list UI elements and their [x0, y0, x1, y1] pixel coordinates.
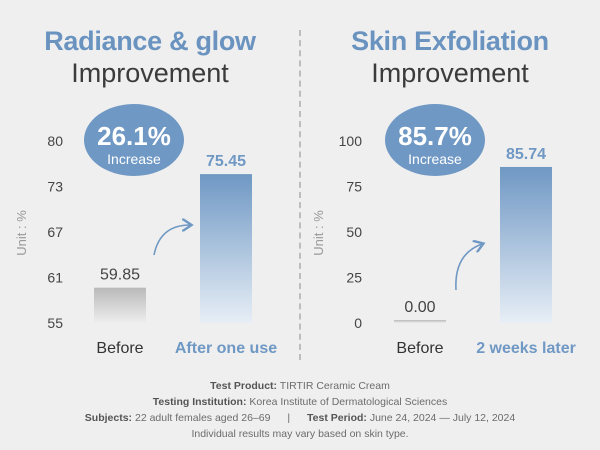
increase-value: 26.1% [97, 121, 171, 151]
footer-institution-line: Testing Institution: Korea Institute of … [0, 394, 600, 410]
footer-period-value: June 24, 2024 — July 12, 2024 [369, 412, 516, 424]
footer-product-value: TIRTIR Ceramic Cream [279, 380, 390, 392]
increase-badge [385, 104, 485, 176]
before-bar [394, 320, 446, 323]
y-tick-label: 25 [346, 270, 362, 286]
footer-subjects-label: Subjects: [84, 412, 133, 424]
footer-product-label: Test Product: [210, 380, 278, 392]
footer-subjects-value: 22 adult females aged 26–69 [134, 412, 271, 424]
y-tick-label: 55 [47, 315, 63, 331]
exfoliation-subtitle: Improvement [371, 58, 529, 88]
radiance-panel: Radiance & glow Improvement 80 73 67 61 55 Un… [0, 0, 300, 370]
category-label: 2 weeks later [476, 340, 576, 357]
footer-product-line: Test Product: TIRTIR Ceramic Cream [0, 378, 600, 394]
trend-arrow [455, 244, 482, 291]
exfoliation-panel: Skin Exfoliation Improvement 100 75 50 25 0 U… [300, 0, 600, 370]
y-tick-label: 50 [346, 224, 362, 240]
increase-label: Increase [107, 151, 161, 167]
footer-subjects-line: Subjects: 22 adult females aged 26–69 | … [0, 410, 600, 426]
radiance-title: Radiance & glow [44, 26, 256, 56]
data-label: 75.45 [206, 153, 246, 170]
radiance-chart: 80 73 67 61 55 Unit : % 59.85 Before 75.45 After … [14, 104, 277, 357]
unit-label: Unit : % [14, 210, 29, 256]
y-tick-label: 73 [47, 179, 63, 195]
footer-disclaimer: Individual results may vary based on ski… [191, 428, 409, 440]
y-tick-label: 67 [47, 224, 63, 240]
panel-divider [299, 30, 301, 360]
exfoliation-title: Skin Exfoliation [351, 26, 549, 56]
footer-institution-value: Korea Institute of Dermatological Scienc… [249, 396, 448, 408]
category-label: Before [96, 340, 143, 357]
y-tick-label: 61 [47, 270, 63, 286]
y-tick-label: 75 [346, 179, 362, 195]
increase-badge [84, 104, 184, 176]
category-label: After one use [175, 340, 277, 357]
data-label: 85.74 [506, 146, 546, 163]
data-label: 0.00 [404, 299, 435, 316]
y-tick-label: 100 [339, 133, 363, 149]
category-label: Before [396, 340, 443, 357]
unit-label: Unit : % [311, 210, 326, 256]
footer-institution-label: Testing Institution: [152, 396, 247, 408]
after-bar [200, 174, 252, 323]
increase-label: Increase [408, 151, 462, 167]
y-tick-label: 0 [354, 315, 362, 331]
footer: Test Product: TIRTIR Ceramic Cream Testi… [0, 378, 600, 442]
data-label: 59.85 [100, 267, 140, 284]
exfoliation-chart: 100 75 50 25 0 Unit : % 0.00 Before 85.74 2 weeks… [311, 104, 576, 357]
footer-period-label: Test Period: [307, 412, 367, 424]
y-tick-label: 80 [47, 133, 63, 149]
footer-separator: | [287, 412, 291, 424]
before-bar [94, 287, 146, 323]
radiance-subtitle: Improvement [71, 58, 229, 88]
increase-value: 85.7% [398, 121, 472, 151]
after-bar [500, 166, 552, 323]
trend-arrow [153, 225, 190, 256]
